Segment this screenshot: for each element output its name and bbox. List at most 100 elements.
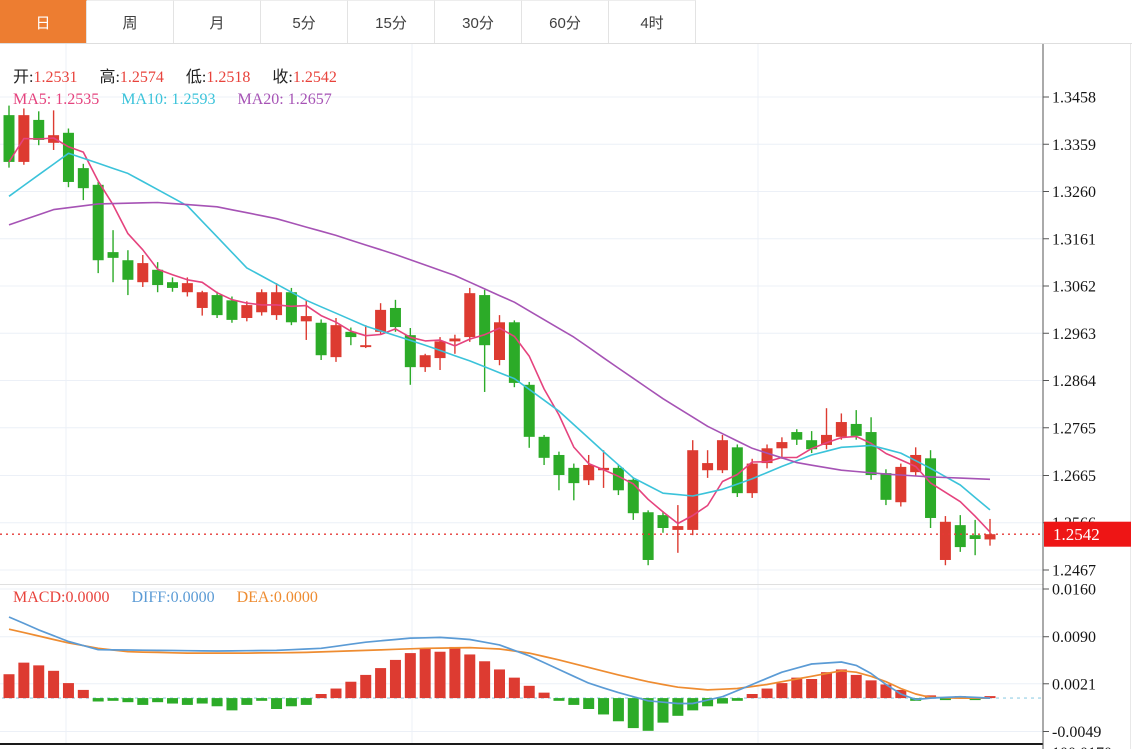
macd-bar [761,688,773,699]
clipped-next-panel-label: 100.0170 [1052,745,1112,749]
candle-body [241,305,253,318]
macd-bar [494,669,505,699]
macd-bar [702,698,714,707]
macd-bar [300,698,312,705]
candle-body [939,521,951,560]
macd-bar [92,698,104,702]
candle-body [33,119,45,140]
macd-bar [18,662,30,699]
macd-bar [256,698,268,701]
tab-15分[interactable]: 15分 [348,0,435,43]
macd-bar [404,653,416,699]
candle-body [910,454,922,473]
candle-body [925,458,937,518]
price-axis-label: 1.3458 [1052,90,1096,107]
macd-bar [850,674,862,699]
macd-bar [538,692,550,699]
candle-body [464,293,476,338]
candle-body [761,448,773,464]
macd-bar [389,659,401,699]
price-tag-label: 1.2542 [1053,525,1100,544]
price-axis-label: 1.2467 [1052,563,1096,580]
macd-bar [865,680,877,699]
macd-bar [285,698,297,707]
macd-bar [464,654,476,699]
tab-4时[interactable]: 4时 [609,0,696,43]
macd-bar [583,698,595,709]
macd-bar [62,683,74,699]
candle-body [330,325,342,358]
candle-body [271,292,283,316]
macd-bar [791,677,803,699]
candle-body [806,440,818,450]
macd-bar [152,698,164,703]
macd-bar [241,698,253,705]
macd-bar [271,698,283,709]
candle-body [523,384,535,437]
candle-body [479,295,491,346]
open-value: 1.2531 [33,69,78,86]
candle-body [954,525,966,548]
candle-body [657,515,669,528]
tab-60分[interactable]: 60分 [522,0,609,43]
candle-body [494,322,505,360]
macd-bar [746,694,758,699]
price-axis-label: 1.3359 [1052,137,1096,154]
macd-bar [330,688,342,699]
candle-body [672,526,684,530]
macd-bar [835,669,847,699]
dea-value: 0.0000 [273,589,318,606]
diff-line [8,616,991,705]
tab-5分[interactable]: 5分 [261,0,348,43]
candle-body [895,466,907,503]
macd-bar [508,677,520,699]
open-label: 开: [13,69,34,86]
ma5-label: MA5: [13,91,52,108]
candle-body [300,316,312,322]
macd-bar [821,672,832,699]
macd-bar [612,698,624,722]
candle-body [835,422,847,437]
macd-bar [211,698,223,707]
candle-body [984,534,996,540]
macd-bar [77,689,89,699]
macd-bar [598,698,610,715]
candle-body [256,292,268,313]
macd-bar [657,698,669,723]
close-label: 收: [272,69,293,86]
candle-body [196,292,208,308]
candle-body [107,252,119,258]
price-axis-label: 1.2665 [1052,468,1096,485]
ma10-label: MA10: [121,91,168,108]
diff-label: DIFF: [131,589,171,606]
tab-日[interactable]: 日 [0,0,87,43]
macd-bar [315,694,327,699]
candle-body [612,467,624,491]
macd-bar [167,698,178,704]
ma10-line [8,152,991,511]
macd-label: MACD: [13,589,66,606]
macd-bar [449,646,461,699]
macd-bar [716,698,728,704]
macd-bar [360,674,372,699]
macd-bar [880,684,892,699]
candle-body [48,135,60,143]
tab-30分[interactable]: 30分 [435,0,522,43]
tab-月[interactable]: 月 [174,0,261,43]
macd-bar [196,698,208,704]
candle-body [345,331,357,338]
macd-bar [226,698,238,711]
macd-bar [553,698,565,701]
price-axis-label: 1.3161 [1052,231,1096,248]
candle-body [137,263,149,283]
diff-value: 0.0000 [170,589,215,606]
tab-周[interactable]: 周 [87,0,174,43]
candle-body [969,535,981,539]
price-axis-label: 1.2864 [1052,373,1096,390]
macd-bar [419,649,431,699]
low-value: 1.2518 [206,69,251,86]
dea-label: DEA: [236,589,274,606]
macd-bar [642,698,654,731]
candle-body [821,434,832,445]
